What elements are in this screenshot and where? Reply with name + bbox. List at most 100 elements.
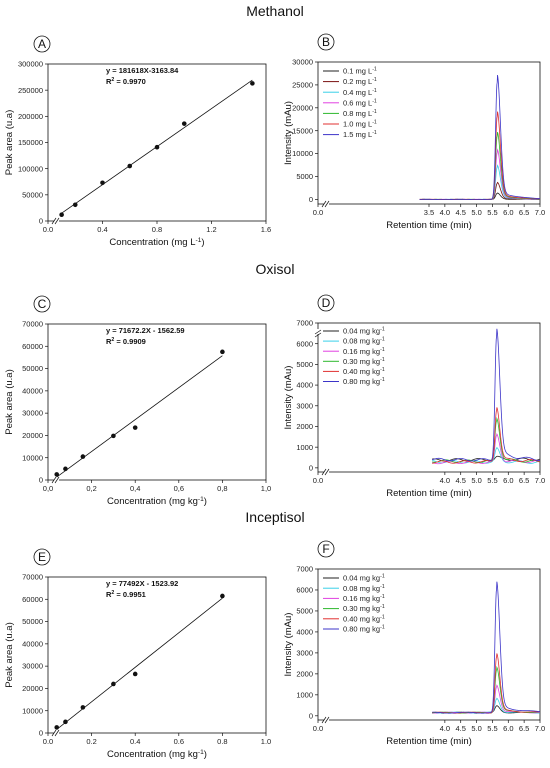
x-tick-label: 6.5 bbox=[519, 208, 529, 217]
series-line bbox=[432, 407, 541, 464]
y-tick-label: 5000 bbox=[296, 607, 313, 616]
regression-r2: R2 = 0.9970 bbox=[106, 77, 146, 86]
x-tick-label: 0,0 bbox=[43, 484, 53, 493]
y-tick-label: 50000 bbox=[22, 617, 43, 626]
y-tick-label: 0 bbox=[309, 463, 313, 472]
legend-label: 0.30 mg kg-1 bbox=[343, 604, 385, 613]
x-tick-label: 0.0 bbox=[43, 225, 53, 234]
x-axis-break-mark bbox=[54, 217, 60, 225]
x-axis-break-gap bbox=[54, 476, 59, 484]
y-tick-label: 20000 bbox=[22, 431, 43, 440]
legend-label: 0.4 mg L-1 bbox=[343, 88, 377, 97]
plot-frame bbox=[47, 63, 267, 222]
regression-line bbox=[56, 355, 223, 478]
legend-label: 0.04 mg kg-1 bbox=[343, 574, 385, 583]
x-tick-label: 5.0 bbox=[471, 476, 481, 485]
x-tick-label: 4.0 bbox=[440, 208, 450, 217]
y-tick-label: 40000 bbox=[22, 639, 43, 648]
x-tick-label: 1,0 bbox=[261, 484, 271, 493]
y-tick-label: 2000 bbox=[296, 422, 313, 431]
y-tick-label: 10000 bbox=[292, 149, 313, 158]
panel-letter: B bbox=[322, 35, 330, 49]
data-point bbox=[154, 144, 160, 150]
panel-letter: E bbox=[38, 550, 46, 564]
x-axis-break-mark bbox=[51, 729, 57, 737]
y-tick-label: 300000 bbox=[18, 60, 43, 69]
y-tick-label: 50000 bbox=[22, 190, 43, 199]
y-tick-label: 3000 bbox=[296, 401, 313, 410]
y-tick-label: 4000 bbox=[296, 381, 313, 390]
y-axis-label: Peak area (u.a) bbox=[4, 110, 15, 175]
panel-letter: D bbox=[322, 296, 331, 310]
legend-label: 0.8 mg L-1 bbox=[343, 109, 377, 118]
data-point bbox=[127, 163, 133, 169]
x-axis-break-mark bbox=[54, 476, 60, 484]
x-tick-label: 6.0 bbox=[503, 724, 513, 733]
panel-b: B 0.0 3.5 4.0 4.5 5.0 5.5 6.0 6.5 7.0 0 5000 10000 15… bbox=[283, 33, 545, 231]
legend-label: 0.6 mg L-1 bbox=[343, 98, 377, 107]
x-tick-label: 4.0 bbox=[440, 724, 450, 733]
x-tick-label: 6.5 bbox=[519, 476, 529, 485]
y-tick-label: 6000 bbox=[296, 586, 313, 595]
data-point bbox=[220, 593, 225, 599]
panel-f: F 0.0 4.0 4.5 5.0 5.5 6.0 6.5 7.0 0 1000 2000 3000 40… bbox=[283, 540, 545, 747]
x-tick-label: 4.0 bbox=[440, 476, 450, 485]
x-tick-label: 4.5 bbox=[455, 476, 465, 485]
data-point bbox=[63, 719, 68, 725]
x-axis-break-mark bbox=[321, 716, 327, 724]
x-tick-label: 0,2 bbox=[86, 484, 96, 493]
y-tick-label: 250000 bbox=[18, 86, 43, 95]
legend-label: 0.1 mg L-1 bbox=[343, 67, 377, 76]
x-axis-break-gap bbox=[324, 200, 329, 208]
data-point bbox=[63, 466, 68, 472]
x-tick-label: 7.0 bbox=[535, 724, 545, 733]
x-tick-label: 0.4 bbox=[130, 737, 140, 746]
regression-r2: R2 = 0.9951 bbox=[106, 590, 146, 599]
x-axis-break-mark bbox=[321, 200, 327, 208]
legend-label: 0.80 mg kg-1 bbox=[343, 625, 385, 634]
section-title-inceptisol: Inceptisol bbox=[245, 509, 304, 525]
y-tick-label: 0 bbox=[39, 217, 43, 226]
section-title-oxisol: Oxisol bbox=[256, 261, 295, 277]
y-tick-label: 30000 bbox=[22, 409, 43, 418]
data-point bbox=[100, 180, 105, 186]
x-axis-break-mark bbox=[321, 468, 327, 476]
x-tick-label: 0.0 bbox=[313, 208, 323, 217]
y-axis-break-mark bbox=[314, 332, 322, 338]
y-tick-label: 100000 bbox=[18, 164, 43, 173]
x-tick-label: 5.5 bbox=[487, 476, 497, 485]
legend-label: 0.40 mg kg-1 bbox=[343, 614, 385, 623]
y-tick-label: 20000 bbox=[292, 103, 313, 112]
x-tick-label: 5.5 bbox=[487, 208, 497, 217]
regression-equation: y = 77492X - 1523.92 bbox=[106, 579, 178, 588]
regression-equation: y = 71672.2X - 1562.59 bbox=[106, 326, 185, 335]
panel-letter-circle bbox=[33, 548, 51, 566]
plot-frame bbox=[47, 576, 267, 734]
panel-a: A 0.0 0.4 0.8 1.2 1.6 0 50000 100000 150000 200000… bbox=[4, 35, 271, 248]
x-tick-label: 5.0 bbox=[471, 208, 481, 217]
y-tick-label: 70000 bbox=[22, 573, 43, 582]
series-line bbox=[432, 581, 541, 714]
y-tick-label: 2000 bbox=[296, 669, 313, 678]
x-tick-label: 0,4 bbox=[130, 484, 140, 493]
x-tick-label: 7.0 bbox=[535, 476, 545, 485]
panel-letter-circle bbox=[33, 295, 51, 313]
x-tick-label: 5.0 bbox=[471, 724, 481, 733]
y-tick-label: 30000 bbox=[22, 662, 43, 671]
x-tick-label: 0.8 bbox=[152, 225, 162, 234]
y-tick-label: 40000 bbox=[22, 386, 43, 395]
plot-frame bbox=[47, 323, 267, 481]
x-tick-label: 4.5 bbox=[455, 724, 465, 733]
legend-label: 0.16 mg kg-1 bbox=[343, 594, 385, 603]
panel-letter: A bbox=[38, 37, 46, 51]
series-line bbox=[432, 665, 541, 714]
data-point bbox=[54, 472, 60, 477]
y-tick-label: 0 bbox=[39, 729, 43, 738]
x-tick-label: 1.2 bbox=[206, 225, 216, 234]
x-tick-label: 4.5 bbox=[455, 208, 465, 217]
series-line bbox=[432, 684, 541, 714]
x-axis-break-mark bbox=[54, 729, 60, 737]
x-tick-label: 5.5 bbox=[487, 724, 497, 733]
x-axis-break-mark bbox=[324, 468, 330, 476]
